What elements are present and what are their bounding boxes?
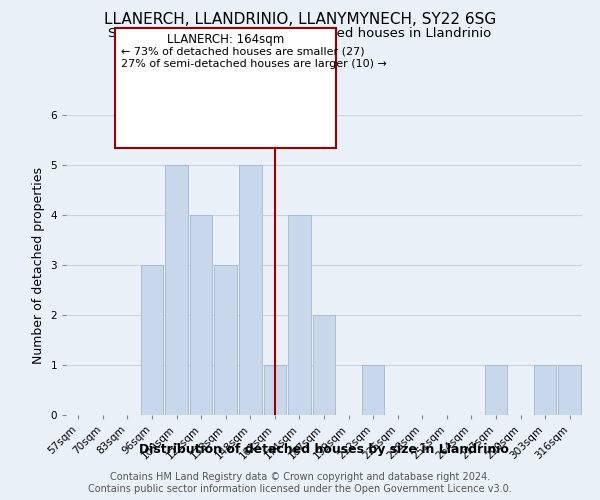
Bar <box>559 365 581 415</box>
Bar <box>288 215 311 415</box>
Bar <box>534 365 556 415</box>
Bar <box>313 315 335 415</box>
Bar <box>190 215 212 415</box>
Bar <box>140 265 163 415</box>
Text: LLANERCH: 164sqm: LLANERCH: 164sqm <box>167 32 284 46</box>
Bar <box>214 265 237 415</box>
Text: 27% of semi-detached houses are larger (10) →: 27% of semi-detached houses are larger (… <box>121 59 387 69</box>
Bar <box>485 365 508 415</box>
Bar <box>239 165 262 415</box>
Bar <box>362 365 385 415</box>
Text: Size of property relative to detached houses in Llandrinio: Size of property relative to detached ho… <box>109 28 491 40</box>
Bar <box>263 365 286 415</box>
Text: Distribution of detached houses by size in Llandrinio: Distribution of detached houses by size … <box>139 442 509 456</box>
Bar <box>165 165 188 415</box>
Y-axis label: Number of detached properties: Number of detached properties <box>32 166 45 364</box>
Text: Contains public sector information licensed under the Open Government Licence v3: Contains public sector information licen… <box>88 484 512 494</box>
Text: Contains HM Land Registry data © Crown copyright and database right 2024.: Contains HM Land Registry data © Crown c… <box>110 472 490 482</box>
Text: LLANERCH, LLANDRINIO, LLANYMYNECH, SY22 6SG: LLANERCH, LLANDRINIO, LLANYMYNECH, SY22 … <box>104 12 496 28</box>
Text: ← 73% of detached houses are smaller (27): ← 73% of detached houses are smaller (27… <box>121 46 365 56</box>
